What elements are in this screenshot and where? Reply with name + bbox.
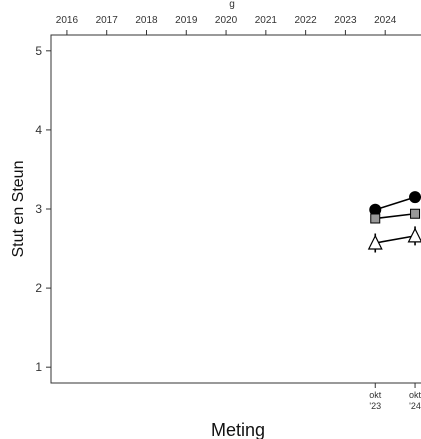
- data-point-triangle: [407, 227, 421, 243]
- y-axis-tick-label: 5: [35, 44, 42, 58]
- x-axis-title: Meting: [211, 420, 265, 439]
- y-axis-title: Stut en Steun: [10, 161, 27, 258]
- data-point-square: [410, 208, 421, 219]
- series-layer: [367, 191, 421, 253]
- series-line: [375, 212, 416, 220]
- top-axis-tick-label: 2023: [334, 15, 357, 26]
- data-point-triangle: [367, 234, 383, 250]
- x-axis-tick-label: okt: [409, 390, 421, 400]
- plot-panel: [50, 34, 421, 384]
- y-axis: 1 2 3 4 5: [35, 44, 51, 374]
- series-line: [375, 235, 416, 244]
- top-axis-tick-label: 2019: [175, 15, 198, 26]
- x-axis-tick-label: okt: [369, 390, 382, 400]
- top-axis-title-fragment: g: [229, 0, 235, 10]
- data-point-circle: [409, 191, 421, 204]
- x-axis-tick-label: '23: [369, 401, 381, 411]
- y-axis-tick-label: 1: [35, 360, 42, 374]
- data-point-square: [370, 213, 381, 224]
- top-axis: 2016 2017 2018 2019 2020 2021 2022 2023 2024: [56, 15, 397, 35]
- top-axis-tick-label: 2018: [135, 15, 158, 26]
- y-axis-tick-label: 3: [35, 202, 42, 216]
- top-axis-tick-label: 2021: [255, 15, 278, 26]
- x-axis-tick-label: '24: [409, 401, 421, 411]
- top-axis-tick-label: 2022: [295, 15, 318, 26]
- top-axis-tick-label: 2016: [56, 15, 79, 26]
- top-axis-tick-label: 2020: [215, 15, 238, 26]
- y-axis-tick-label: 4: [35, 123, 42, 137]
- top-axis-tick-label: 2017: [96, 15, 119, 26]
- y-axis-tick-label: 2: [35, 281, 42, 295]
- top-axis-tick-label: 2024: [374, 15, 397, 26]
- series-line: [375, 196, 416, 211]
